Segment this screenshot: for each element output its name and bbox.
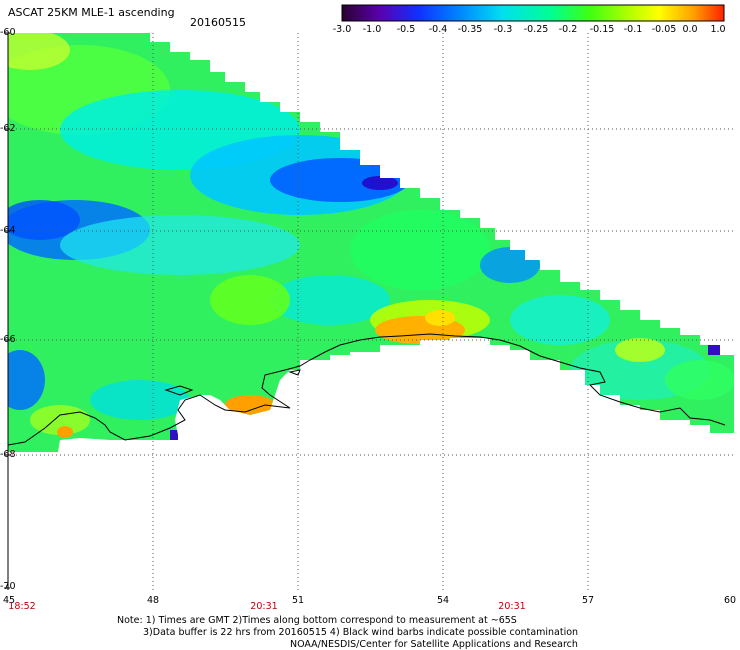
colorbar-tick-label: 0.0 <box>682 24 698 35</box>
island-outline <box>164 385 194 396</box>
colorbar-tick-label: -0.05 <box>651 24 677 35</box>
latitude-label: -60 <box>0 27 16 38</box>
colorbar-tick-label: -0.1 <box>623 24 643 35</box>
latitude-label: -62 <box>0 123 16 134</box>
colorbar-tick-label: -3.0 <box>332 24 352 35</box>
colorbar <box>341 4 725 22</box>
longitude-label: 60 <box>723 595 737 606</box>
longitude-label: 45 <box>2 595 16 606</box>
latitude-label: -64 <box>0 225 16 236</box>
note-line-1: Note: 1) Times are GMT 2)Times along bot… <box>117 615 517 626</box>
map-title: ASCAT 25KM MLE-1 ascending <box>8 6 175 19</box>
colorbar-tick-label: -0.25 <box>523 24 549 35</box>
latitude-label: -68 <box>0 449 16 460</box>
longitude-label: 57 <box>581 595 595 606</box>
latitude-label: -70 <box>0 581 16 592</box>
colorbar-tick-label: -0.4 <box>428 24 448 35</box>
note-line-3: NOAA/NESDIS/Center for Satellite Applica… <box>290 639 578 650</box>
longitude-label: 51 <box>291 595 305 606</box>
map-date: 20160515 <box>190 16 246 29</box>
grid-lines <box>8 33 734 590</box>
longitude-label: 48 <box>146 595 160 606</box>
axis-ticks <box>4 32 10 590</box>
island-outline <box>288 369 301 376</box>
latitude-label: -66 <box>0 334 16 345</box>
colorbar-tick-label: -0.15 <box>589 24 615 35</box>
colorbar-tick-label: 1.0 <box>710 24 726 35</box>
time-label: 18:52 <box>8 601 36 612</box>
colorbar-tick-label: -0.3 <box>493 24 513 35</box>
coastline <box>7 333 726 446</box>
note-line-2: 3)Data buffer is 22 hrs from 20160515 4)… <box>143 627 579 638</box>
time-label: 20:31 <box>498 601 526 612</box>
colorbar-tick-label: -0.2 <box>558 24 578 35</box>
time-label: 20:31 <box>250 601 278 612</box>
colorbar-tick-label: -0.5 <box>396 24 416 35</box>
colorbar-tick-label: -1.0 <box>362 24 382 35</box>
colorbar-tick-label: -0.35 <box>457 24 483 35</box>
data-swath <box>8 33 734 452</box>
longitude-label: 54 <box>436 595 450 606</box>
